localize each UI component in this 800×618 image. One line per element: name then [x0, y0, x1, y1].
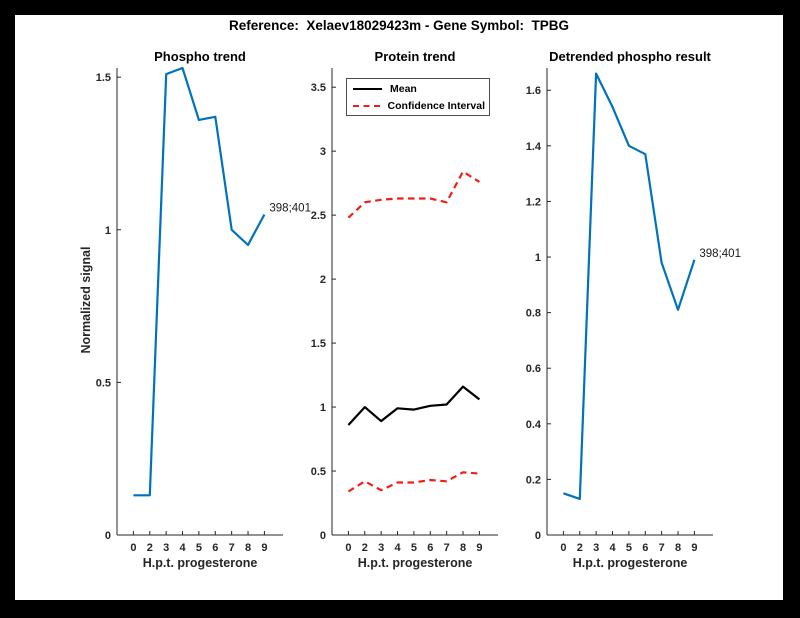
- protein-y-tick-label: 1.5: [311, 338, 326, 350]
- phospho-trend-title: Phospho trend: [154, 49, 246, 64]
- protein-x-axis-label: H.p.t. progesterone: [357, 556, 473, 570]
- legend-ci-label: Confidence Interval: [387, 99, 485, 112]
- protein-x-tick-label: 8: [460, 542, 466, 554]
- protein-y-tick-label: 0: [320, 530, 326, 542]
- ci-line-sample-icon: [353, 104, 380, 107]
- phospho-x-tick-label: 9: [261, 542, 267, 554]
- phospho-x-tick-label: 0: [130, 542, 136, 554]
- detrended-endpoint-annotation: 398;401: [699, 248, 741, 260]
- detrended-y-tick-label: 0.8: [526, 308, 541, 320]
- protein-x-tick-label: 3: [378, 542, 384, 554]
- protein-y-tick-label: 2.5: [311, 210, 326, 222]
- detrended-y-tick-label: 1.6: [526, 85, 541, 97]
- phospho-signal-line: [133, 66, 266, 497]
- protein-y-tick-label: 0.5: [311, 466, 326, 478]
- phospho-x-tick-label: 5: [196, 542, 202, 554]
- legend-entry-mean: Mean: [351, 81, 485, 96]
- phospho-x-tick-label: 3: [163, 542, 169, 554]
- phospho-x-tick-label: 7: [229, 542, 235, 554]
- detrended-y-tick-label: 0: [535, 530, 541, 542]
- legend-mean-label: Mean: [390, 82, 417, 95]
- protein-x-tick-label: 0: [345, 542, 351, 554]
- protein-trend-title: Protein trend: [374, 49, 456, 64]
- detrended-y-tick-label: 1.4: [526, 141, 542, 153]
- detrended-y-tick-label: 1: [535, 252, 541, 264]
- detrended-signal-line: [563, 72, 696, 500]
- protein-x-tick-label: 2: [362, 542, 368, 554]
- protein-x-tick-label: 7: [444, 542, 450, 554]
- mean-line-sample-icon: [353, 87, 382, 90]
- detrended-x-tick-label: 4: [609, 542, 616, 554]
- detrended-x-tick-label: 7: [659, 542, 665, 554]
- phospho-y-tick-label: 1.5: [96, 72, 111, 84]
- ci-upper-line: [347, 170, 480, 219]
- protein-y-tick-label: 1: [320, 402, 326, 414]
- phospho-x-tick-label: 4: [179, 542, 186, 554]
- legend-entry-confidence-interval: Confidence Interval: [351, 98, 485, 113]
- detrended-x-tick-label: 8: [675, 542, 681, 554]
- phospho-x-tick-label: 8: [245, 542, 251, 554]
- detrended-y-tick-label: 1.2: [526, 196, 541, 208]
- protein-x-tick-label: 9: [476, 542, 482, 554]
- protein-y-tick-label: 3: [320, 146, 326, 158]
- detrended-x-tick-label: 2: [577, 542, 583, 554]
- detrended-x-tick-label: 3: [593, 542, 599, 554]
- legend-box: Mean Confidence Interval: [346, 78, 490, 116]
- figure-title: Reference: Xelaev18029423m - Gene Symbol…: [229, 18, 569, 33]
- protein-y-tick-label: 2: [320, 274, 326, 286]
- detrended-y-tick-label: 0.2: [526, 474, 541, 486]
- ci-lower-line: [347, 471, 480, 493]
- detrended-result-title: Detrended phospho result: [549, 49, 711, 64]
- phospho-y-tick-label: 0: [105, 530, 111, 542]
- detrended-x-tick-label: 5: [626, 542, 632, 554]
- phospho-x-tick-label: 2: [147, 542, 153, 554]
- detrended-x-tick-label: 9: [691, 542, 697, 554]
- protein-x-tick-label: 6: [427, 542, 433, 554]
- phospho-endpoint-annotation: 398;401: [269, 203, 311, 215]
- detrended-x-axis-label: H.p.t. progesterone: [572, 556, 688, 570]
- phospho-y-tick-label: 0.5: [96, 377, 111, 389]
- detrended-y-tick-label: 0.4: [526, 419, 542, 431]
- phospho-x-tick-label: 6: [212, 542, 218, 554]
- detrended-y-tick-label: 0.6: [526, 363, 541, 375]
- protein-y-tick-label: 3.5: [311, 82, 326, 94]
- protein-x-tick-label: 4: [394, 542, 401, 554]
- protein-x-tick-label: 5: [411, 542, 417, 554]
- detrended-x-tick-label: 6: [642, 542, 648, 554]
- phospho-y-tick-label: 1: [105, 225, 111, 237]
- phospho-x-axis-label: H.p.t. progesterone: [142, 556, 258, 570]
- detrended-x-tick-label: 0: [560, 542, 566, 554]
- mean-line: [347, 385, 481, 426]
